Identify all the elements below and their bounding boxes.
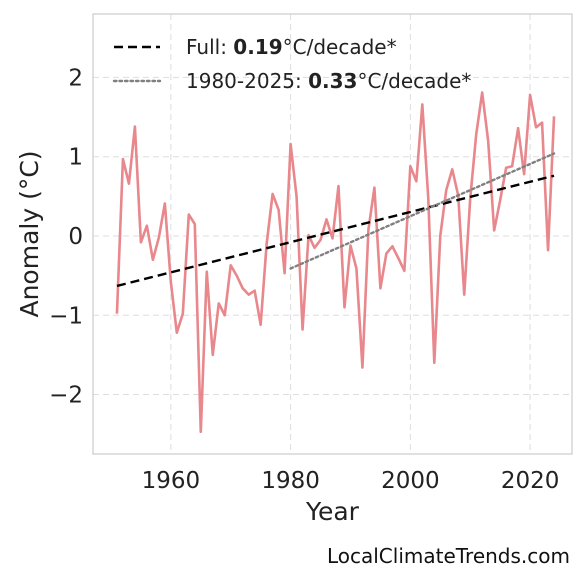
x-axis-title: Year	[305, 497, 360, 526]
series-layer	[115, 91, 556, 434]
x-tick-labels: 1960 1980 2000 2020	[142, 468, 560, 494]
y-tick-labels: −2 −1 0 1 2	[49, 65, 83, 408]
x-tick-label: 2000	[381, 468, 440, 494]
legend-label: Full:	[186, 35, 233, 59]
grid-lines	[93, 14, 572, 454]
legend-entry: 1980-2025: 0.33°C/decade*	[186, 69, 471, 93]
legend-value: 0.19	[233, 35, 282, 59]
y-tick-label: 1	[68, 145, 83, 171]
recent-trend-line	[289, 152, 556, 270]
watermark-text: LocalClimateTrends.com	[326, 544, 570, 568]
y-tick-label: 0	[68, 224, 83, 250]
x-tick-label: 1980	[261, 468, 320, 494]
legend: Full: 0.19°C/decade*1980-2025: 0.33°C/de…	[112, 35, 471, 93]
legend-label: 1980-2025:	[186, 69, 308, 93]
x-tick-label: 1960	[142, 468, 201, 494]
legend-entry: Full: 0.19°C/decade*	[186, 35, 397, 59]
y-tick-label: −1	[49, 303, 83, 329]
legend-value: 0.33	[308, 69, 357, 93]
x-tick-label: 2020	[501, 468, 560, 494]
y-tick-label: 2	[68, 65, 83, 91]
plot-frame	[92, 13, 573, 455]
y-tick-label: −2	[49, 383, 83, 409]
full-trend-line	[116, 174, 555, 288]
annual-anomaly-line	[115, 91, 556, 434]
y-axis-title: Anomaly (°C)	[15, 150, 44, 317]
legend-unit: °C/decade*	[357, 69, 471, 93]
legend-unit: °C/decade*	[283, 35, 397, 59]
